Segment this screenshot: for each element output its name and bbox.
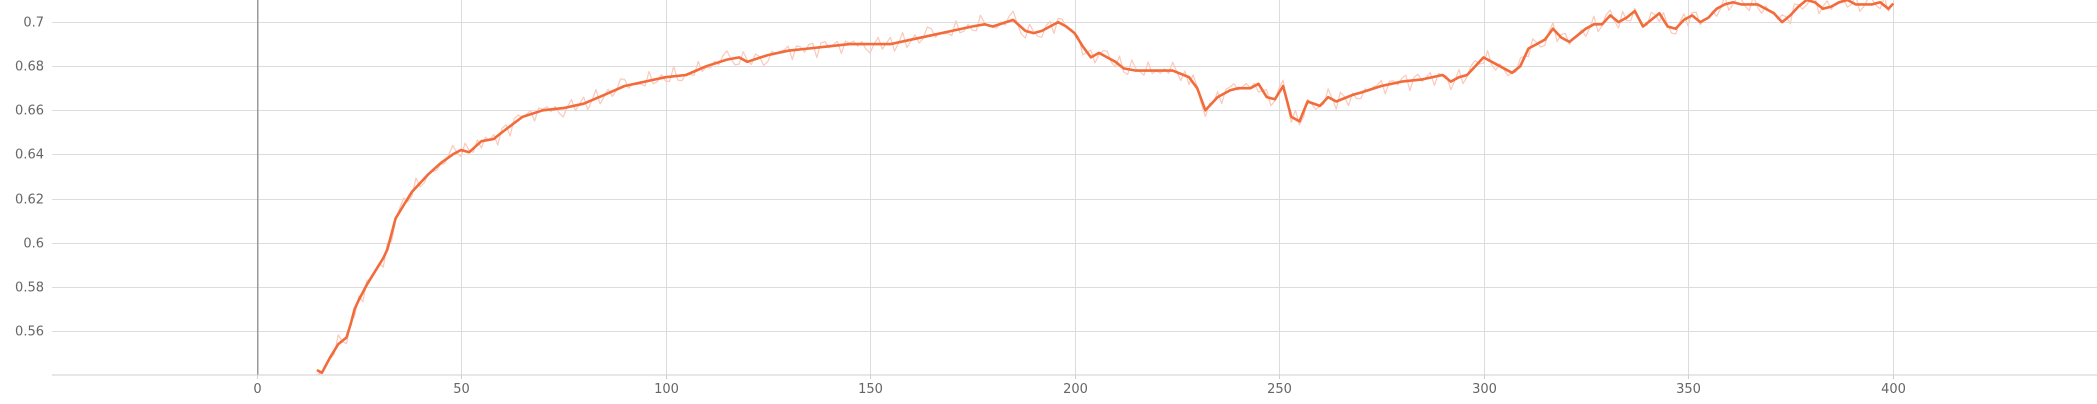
y-tick-label: 0.6 [23,237,44,252]
y-tick-label: 0.64 [15,148,44,163]
x-tick-label: 0 [253,382,261,397]
y-tick-label: 0.62 [15,193,44,208]
y-tick-label: 0.7 [23,16,44,31]
raw-series-line [317,0,1894,376]
x-tick-label: 250 [1267,382,1292,397]
x-tick-label: 100 [654,382,679,397]
x-tick-label: 50 [453,382,470,397]
axis-layer: 0.56 0.58 0.6 0.62 0.64 0.66 0.68 0.7 0 50 100 150 2… [15,16,2097,397]
y-tick-label: 0.68 [15,60,44,75]
x-tick-label: 150 [858,382,883,397]
y-tick-label: 0.56 [15,325,44,340]
smoothed-series-line [316,0,1894,375]
y-tick-label: 0.66 [15,104,44,119]
x-tick-label: 300 [1472,382,1497,397]
x-tick-label: 350 [1676,382,1701,397]
x-tick-label: 400 [1881,382,1906,397]
x-tick-label: 200 [1063,382,1088,397]
series-layer [316,0,1894,376]
grid-layer [52,0,2097,375]
y-tick-label: 0.58 [15,281,44,296]
